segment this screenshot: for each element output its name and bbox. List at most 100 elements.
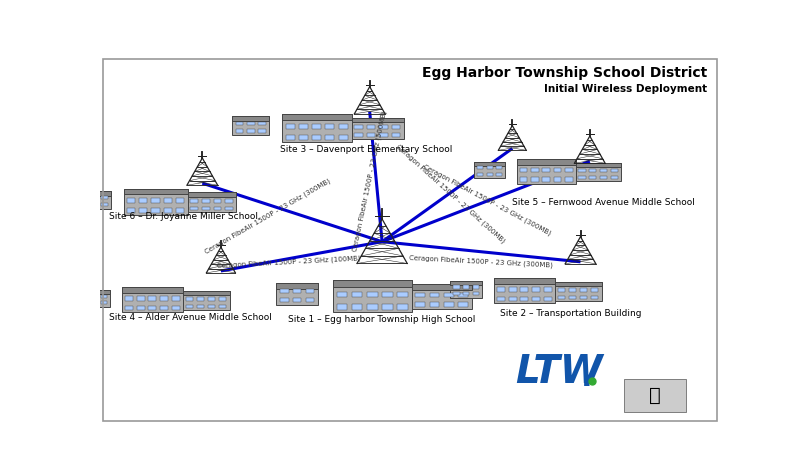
Bar [589,169,596,172]
Bar [232,116,270,121]
Bar [326,124,334,129]
Bar [202,199,210,203]
Bar [544,287,552,292]
Bar [91,301,98,304]
Bar [517,160,576,165]
Bar [190,207,198,210]
Bar [78,191,111,209]
Text: Ceragon FibeAir 1500P - 23 GHz (500MB): Ceragon FibeAir 1500P - 23 GHz (500MB) [351,110,388,252]
Bar [398,292,408,297]
Bar [354,125,362,129]
Bar [101,203,108,206]
Text: Ceragon FibeAir 1500P - 23 GHz (300MB): Ceragon FibeAir 1500P - 23 GHz (300MB) [394,143,506,245]
Bar [520,287,528,292]
Bar [600,169,607,172]
Bar [444,293,454,297]
Bar [589,176,596,180]
Bar [555,282,602,301]
Bar [352,292,362,297]
Bar [125,296,133,301]
Bar [188,192,237,197]
Bar [392,133,400,137]
Text: Site 1 – Egg harbor Township High School: Site 1 – Egg harbor Township High School [289,315,476,324]
Bar [509,297,517,301]
Bar [81,203,87,206]
Bar [125,306,133,310]
Text: LTW: LTW [515,352,602,390]
Bar [379,133,388,137]
Bar [554,177,562,181]
Bar [208,304,215,308]
Bar [517,160,576,183]
Bar [122,287,183,293]
Bar [183,291,230,295]
Bar [188,192,237,212]
Bar [555,282,602,286]
Text: Site 6 – Dr. Joyanne Miller School: Site 6 – Dr. Joyanne Miller School [110,212,258,221]
Bar [232,116,270,135]
Text: Site 3 – Davenport Elementary School: Site 3 – Davenport Elementary School [280,145,452,154]
Bar [183,291,230,310]
Bar [610,176,618,180]
Bar [382,292,393,297]
Bar [473,292,479,295]
Bar [293,298,302,302]
Bar [214,199,222,203]
Bar [280,298,289,302]
Bar [352,304,362,310]
Bar [91,196,98,200]
Bar [312,124,321,129]
Bar [312,134,321,140]
Bar [186,297,193,301]
Bar [520,297,528,301]
Bar [299,124,308,129]
Bar [139,208,147,213]
Bar [497,297,505,301]
Bar [337,304,347,310]
Bar [163,208,172,213]
Bar [415,293,425,297]
Bar [186,304,193,308]
Bar [160,306,168,310]
Bar [494,278,555,303]
Bar [458,293,468,297]
Bar [176,208,184,213]
Text: Site 5 – Fernwood Avenue Middle School: Site 5 – Fernwood Avenue Middle School [512,198,695,207]
Bar [286,134,294,140]
Bar [367,125,375,129]
Bar [326,134,334,140]
Bar [453,292,459,295]
Bar [497,287,505,292]
Bar [558,295,565,299]
Bar [151,208,160,213]
Bar [591,295,598,299]
Text: Site 2 – Transportation Building: Site 2 – Transportation Building [500,309,642,318]
Bar [520,168,527,172]
Bar [544,297,552,301]
Bar [542,177,550,181]
Bar [569,288,576,292]
Bar [413,285,472,309]
Bar [367,292,378,297]
Bar [137,306,145,310]
Bar [531,168,538,172]
Bar [338,124,347,129]
Bar [172,296,180,301]
Bar [486,166,493,170]
Bar [473,285,479,288]
Text: Egg Harbor Township School District: Egg Harbor Township School District [422,66,708,80]
Bar [352,117,404,139]
Bar [398,304,408,310]
Bar [578,169,586,172]
Bar [226,199,233,203]
Bar [580,295,587,299]
Bar [333,280,413,287]
Bar [163,198,172,203]
Bar [148,306,156,310]
Bar [558,288,565,292]
Bar [236,122,243,125]
Bar [137,296,145,301]
Bar [172,306,180,310]
Bar [78,191,111,196]
Bar [600,176,607,180]
